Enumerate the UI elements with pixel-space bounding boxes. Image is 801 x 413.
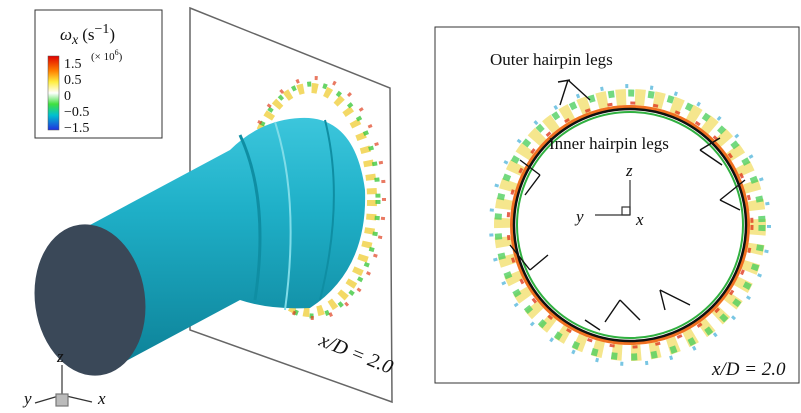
colorbar bbox=[47, 55, 60, 131]
outer-label: Outer hairpin legs bbox=[490, 50, 613, 69]
colorbar-tick-label: −1.5 bbox=[64, 121, 89, 136]
axis-label: y bbox=[574, 207, 584, 226]
vorticity-ring-right bbox=[489, 84, 771, 366]
axis-label: z bbox=[625, 161, 633, 180]
cylinder bbox=[34, 117, 366, 376]
axis-label: x bbox=[97, 389, 106, 408]
axes-triad bbox=[595, 180, 631, 216]
legend-multiplier: (× 106) bbox=[91, 48, 123, 63]
arrows bbox=[509, 79, 746, 331]
colorbar-tick-label: 0 bbox=[64, 89, 71, 104]
plane-label: x/D = 2.0 bbox=[711, 359, 786, 380]
colorbar-tick-label: 1.5 bbox=[64, 57, 82, 72]
plane-label: x/D = 2.0 bbox=[315, 329, 396, 379]
legend-title: ωx (s−1) bbox=[60, 22, 115, 48]
inner-label: Inner hairpin legs bbox=[549, 134, 669, 153]
colorbar-tick-label: −0.5 bbox=[64, 105, 89, 120]
colorbar-tick-label: 0.5 bbox=[64, 73, 82, 88]
axis-label: y bbox=[22, 389, 32, 408]
axis-label: z bbox=[56, 347, 64, 366]
axis-label: x bbox=[635, 210, 644, 229]
axes-triad bbox=[34, 365, 93, 407]
